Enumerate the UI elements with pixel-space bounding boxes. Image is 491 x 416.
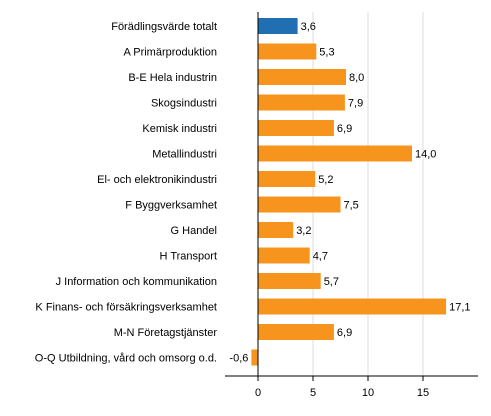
data-label: -0,6 (229, 353, 248, 365)
data-label: 6,9 (337, 327, 352, 339)
bar (258, 324, 334, 340)
data-label: 4,7 (313, 251, 328, 263)
data-label: 5,7 (324, 276, 339, 288)
bar (258, 69, 346, 85)
data-label: 5,2 (318, 174, 333, 186)
category-label: K Finans- och försäkringsverksamhet (35, 302, 217, 314)
x-tick-label: 15 (417, 387, 429, 399)
bar (258, 196, 341, 213)
data-label: 5,3 (319, 47, 334, 59)
bar (258, 298, 447, 315)
bar (258, 273, 321, 289)
category-label: B-E Hela industrin (128, 72, 217, 84)
category-label: Förädlingsvärde totalt (111, 21, 217, 33)
x-tick-label: 0 (255, 387, 261, 399)
category-label: Metallindustri (152, 149, 217, 161)
data-label: 8,0 (349, 72, 364, 84)
data-label: 17,1 (449, 302, 470, 314)
category-label: H Transport (160, 251, 217, 263)
bar (258, 43, 317, 60)
category-label: O-Q Utbildning, vård och omsorg o.d. (35, 353, 217, 365)
category-label: Skogsindustri (151, 98, 217, 110)
x-tick-label: 10 (362, 387, 374, 399)
bar (258, 145, 412, 162)
category-label: M-N Företagstjänster (114, 327, 218, 339)
bar (258, 247, 310, 264)
data-label: 14,0 (415, 149, 436, 161)
category-label: Kemisk industri (142, 123, 217, 135)
category-label: A Primärproduktion (123, 47, 217, 59)
data-label: 3,6 (301, 21, 316, 33)
category-label: F Byggverksamhet (125, 200, 217, 212)
data-label: 7,9 (348, 98, 363, 110)
bar (251, 349, 258, 366)
bar (258, 94, 345, 111)
x-tick-label: 5 (310, 387, 316, 399)
data-label: 3,2 (296, 225, 311, 237)
data-label: 7,5 (344, 200, 359, 212)
category-label: El- och elektronikindustri (97, 174, 217, 186)
bar (258, 120, 334, 136)
data-label: 6,9 (337, 123, 352, 135)
bar (258, 171, 316, 187)
bar (258, 222, 294, 238)
category-label: G Handel (171, 225, 217, 237)
category-label: J Information och kommunikation (56, 276, 217, 288)
bar (258, 18, 298, 34)
